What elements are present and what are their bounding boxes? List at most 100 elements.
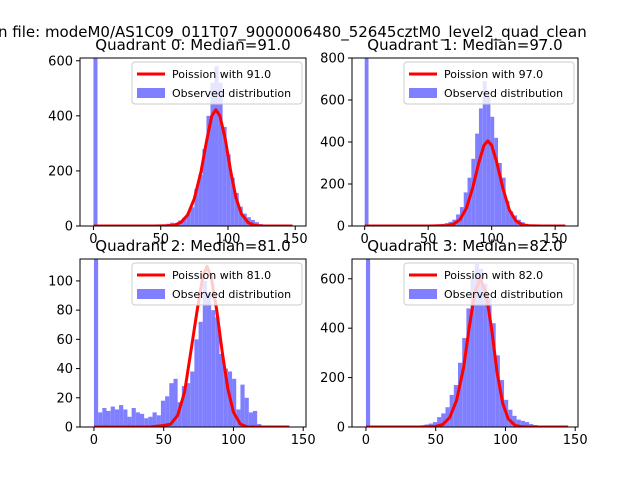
x-tick-label: 100 xyxy=(221,433,246,448)
legend-observed-swatch xyxy=(409,88,437,98)
quadrant-3-panel: 0 50 100 150 0 200 400 600 Quadrant 3: Median=82… xyxy=(320,237,587,448)
x-tick-label: 0 xyxy=(89,232,97,247)
histogram-bar xyxy=(173,378,178,427)
histogram-bar xyxy=(490,116,495,226)
histogram-bar xyxy=(206,292,212,427)
y-tick-label: 100 xyxy=(48,274,73,289)
histogram-bar xyxy=(230,177,235,226)
legend-observed-label: Observed distribution xyxy=(172,288,291,301)
x-tick-label: 100 xyxy=(216,232,241,247)
histogram-bar xyxy=(483,283,488,427)
histogram-bar xyxy=(194,339,199,427)
histogram-bar xyxy=(160,400,166,427)
legend-poisson-label: Poission with 81.0 xyxy=(172,269,271,282)
histogram-bar xyxy=(445,407,450,427)
histogram-bar xyxy=(214,66,219,226)
x-tick-label: 50 xyxy=(427,433,444,448)
x-tick-label: 0 xyxy=(90,433,98,448)
legend-poisson-label: Poission with 82.0 xyxy=(444,269,543,282)
y-tick-label: 60 xyxy=(56,333,73,348)
legend-observed-label: Observed distribution xyxy=(172,87,291,100)
y-tick-label: 600 xyxy=(320,94,345,109)
histogram-bar xyxy=(462,338,467,427)
x-tick-label: 0 xyxy=(362,433,370,448)
histogram-bar xyxy=(501,177,506,226)
y-tick-label: 0 xyxy=(65,421,73,436)
histogram-bar xyxy=(127,416,132,427)
histogram-bar xyxy=(135,412,140,427)
x-tick-label: 50 xyxy=(152,232,169,247)
histogram-bar xyxy=(186,383,191,427)
poisson-curve xyxy=(93,108,293,226)
histogram-bar xyxy=(494,137,499,226)
legend-box xyxy=(131,61,303,105)
histogram-bar xyxy=(202,280,207,427)
legend: Poission with 81.0 Observed distribution xyxy=(131,262,303,306)
y-tick-label: 200 xyxy=(48,164,73,179)
axes-frame xyxy=(351,258,579,428)
histogram-bar xyxy=(148,416,153,427)
y-tick-label: 800 xyxy=(320,52,345,67)
histogram-bar xyxy=(223,368,228,427)
histogram-bar xyxy=(211,310,216,427)
quadrant-title: Quadrant 0: Median=91.0 xyxy=(95,36,290,54)
histogram-bar xyxy=(194,188,199,226)
legend-poisson-label: Poission with 91.0 xyxy=(172,68,271,81)
histogram-bar xyxy=(495,355,500,427)
histogram-bar xyxy=(524,422,530,427)
histogram-bar xyxy=(244,397,249,427)
histogram-bar xyxy=(93,58,98,226)
histogram-bar xyxy=(232,378,237,427)
histogram-bar xyxy=(254,222,259,226)
histogram-bar xyxy=(156,415,161,427)
histogram-bar xyxy=(131,408,136,427)
y-tick-label: 200 xyxy=(320,178,345,193)
histogram-bar xyxy=(474,263,479,427)
legend-observed-swatch xyxy=(409,289,437,299)
histogram-bar xyxy=(215,317,220,427)
legend: Poission with 82.0 Observed distribution xyxy=(403,262,575,306)
histogram-bar xyxy=(466,308,471,427)
legend-observed-label: Observed distribution xyxy=(444,288,563,301)
histogram-bar xyxy=(98,412,103,427)
histogram-bar xyxy=(470,278,475,427)
y-tick-label: 400 xyxy=(320,322,345,337)
x-tick-label: 50 xyxy=(420,232,437,247)
y-tick-label: 40 xyxy=(56,362,73,377)
quadrant-title: Quadrant 1: Median=97.0 xyxy=(367,36,562,54)
histogram-bar xyxy=(165,396,170,427)
histogram-bar xyxy=(365,259,371,427)
legend-box xyxy=(131,262,303,306)
x-tick-label: 100 xyxy=(493,433,518,448)
legend-observed-swatch xyxy=(137,88,165,98)
histogram-bar xyxy=(114,409,120,427)
histogram-bar xyxy=(509,211,514,226)
y-tick-label: 0 xyxy=(337,421,345,436)
y-tick-label: 400 xyxy=(48,109,73,124)
histogram-bar xyxy=(144,418,149,427)
histogram-bar xyxy=(478,268,484,427)
quadrant-0-panel: 0 50 100 150 0 200 400 600 Quadrant 0: Median=91… xyxy=(48,36,307,247)
histogram-bar xyxy=(512,415,517,427)
histogram-bar xyxy=(198,175,203,226)
legend-box xyxy=(403,262,575,306)
histogram-bar xyxy=(226,154,231,226)
figure-suptitle: n file: modeM0/AS1C09_011T07_9000006480_… xyxy=(0,23,587,42)
histogram-bar xyxy=(139,413,145,427)
histogram-bar xyxy=(437,417,442,427)
histogram-bar xyxy=(441,413,446,427)
histogram-bar xyxy=(177,402,182,427)
histogram-bar xyxy=(219,353,224,427)
histogram-bar xyxy=(478,108,483,226)
histogram-bar xyxy=(190,371,195,427)
y-tick-label: 0 xyxy=(65,220,73,235)
quadrant-2-panel: 0 50 100 150 0 20 40 60 80 100 Quadrant 2: Median=… xyxy=(48,237,315,448)
histogram-bar xyxy=(252,410,258,427)
axes-frame xyxy=(79,57,307,227)
x-tick-label: 0 xyxy=(361,232,369,247)
legend-poisson-label: Poission with 97.0 xyxy=(444,68,543,81)
histogram-bar xyxy=(198,321,203,427)
histogram-bar xyxy=(520,420,525,427)
histogram-bar xyxy=(458,362,463,427)
